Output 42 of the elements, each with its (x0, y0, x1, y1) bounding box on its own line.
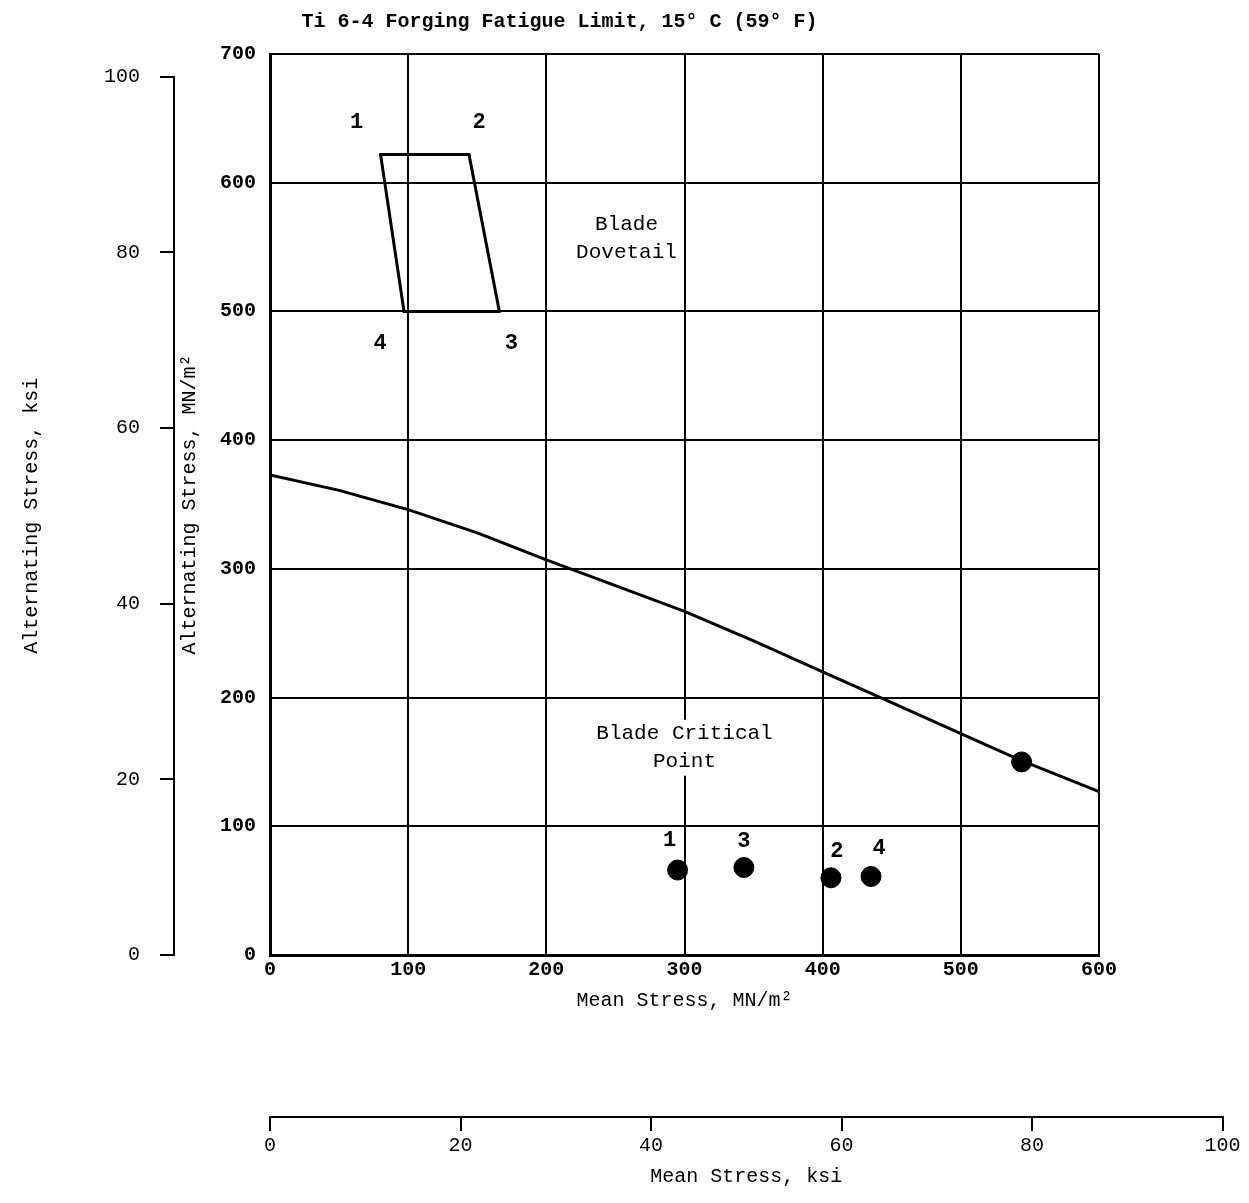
y2-tick-label: 40 (115, 591, 141, 615)
annotation: 3 (737, 829, 751, 855)
x-tick-label: 400 (804, 958, 841, 982)
annotation: 2 (472, 109, 486, 135)
y-tick-label: 400 (220, 428, 257, 452)
annotation: 4 (872, 836, 886, 862)
x-tick-label: 300 (666, 958, 703, 982)
y2-tick-label: 20 (115, 767, 141, 791)
annotation: Blade Dovetail (576, 213, 677, 265)
x2-axis-title: Mean Stress, ksi (650, 1165, 843, 1189)
x2-tick-label: 20 (448, 1134, 473, 1158)
y2-tick-label: 60 (115, 416, 141, 440)
x2-tick-label: 100 (1204, 1134, 1241, 1158)
y-tick-label: 100 (220, 814, 257, 838)
x2-tick-label: 60 (829, 1134, 854, 1158)
y2-tick-label: 100 (103, 64, 141, 88)
y2-tick-label: 80 (115, 240, 141, 264)
annotation: 1 (663, 827, 677, 853)
chart-title: Ti 6-4 Forging Fatigue Limit, 15° C (59° F) (301, 10, 818, 34)
y-tick-label: 300 (220, 556, 257, 580)
x2-tick-label: 80 (1020, 1134, 1045, 1158)
x-tick-label: 0 (264, 958, 277, 982)
annotation: 2 (830, 839, 844, 865)
x-tick-label: 500 (942, 958, 979, 982)
y-tick-label: 600 (220, 170, 257, 194)
x2-tick-label: 40 (639, 1134, 664, 1158)
annotation: 4 (373, 330, 387, 356)
y-tick-label: 700 (220, 42, 257, 66)
x2-tick-label: 0 (264, 1134, 277, 1158)
annotation: 1 (349, 109, 364, 135)
x-tick-label: 100 (390, 958, 427, 982)
y2-axis-title: Alternating Stress, ksi (20, 377, 44, 654)
x-tick-label: 200 (528, 958, 565, 982)
annotation: 3 (504, 330, 518, 356)
annotation: Blade Critical Point (596, 722, 773, 774)
y-tick-label: 500 (220, 299, 257, 323)
x-tick-label: 600 (1080, 958, 1118, 982)
y-axis-title: Alternating Stress, MN/m² (178, 354, 202, 655)
y-tick-label: 200 (220, 685, 257, 709)
y-tick-label: 0 (244, 943, 257, 967)
x-axis-title: Mean Stress, MN/m² (576, 989, 793, 1013)
y2-tick-label: 0 (127, 943, 141, 967)
